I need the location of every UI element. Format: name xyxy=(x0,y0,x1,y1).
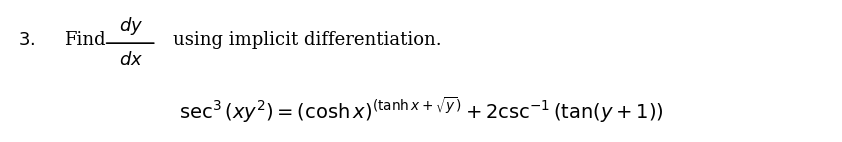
Text: Find: Find xyxy=(64,31,106,49)
Text: $dx$: $dx$ xyxy=(120,51,144,69)
Text: $\sec^3(xy^2) = (\cosh x)^{(\tanh x+\sqrt{y})} + 2\csc^{-1}(\tan(y+1))$: $\sec^3(xy^2) = (\cosh x)^{(\tanh x+\sqr… xyxy=(179,95,663,125)
Text: using implicit differentiation.: using implicit differentiation. xyxy=(173,31,442,49)
Text: $3.$: $3.$ xyxy=(19,31,35,49)
Text: $dy$: $dy$ xyxy=(120,15,144,37)
